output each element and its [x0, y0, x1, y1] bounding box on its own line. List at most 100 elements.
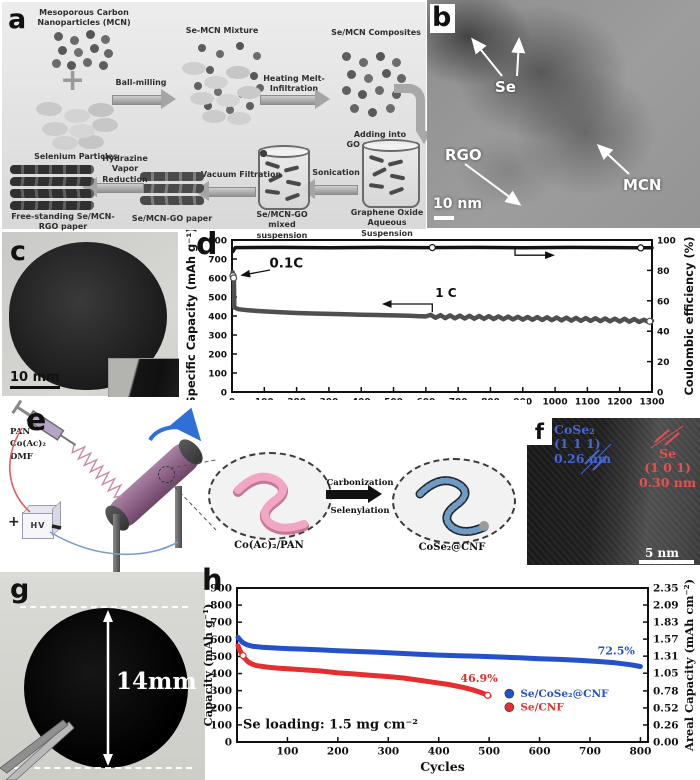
high-voltage-box: HV [22, 512, 54, 539]
drum-rotation-arrow [148, 407, 202, 442]
svg-text:500: 500 [208, 294, 227, 304]
paper-layer [139, 196, 205, 205]
panel-d-letter: d [196, 227, 218, 262]
panel-h-letter: h [202, 563, 223, 597]
composites-label: Se/MCN Composites [331, 28, 421, 37]
svg-text:1000: 1000 [543, 398, 568, 408]
ball-milling-arrow [112, 89, 176, 109]
svg-text:1100: 1100 [575, 398, 600, 408]
selenylation-label: Selenylation [330, 506, 390, 516]
scalebar-label: 10 mm [10, 370, 60, 389]
svg-text:2.09: 2.09 [653, 600, 679, 612]
tem-annotation-arrows [464, 37, 630, 206]
mixed-suspension-label: Se/MCN-GO mixed suspension [256, 210, 308, 240]
svg-text:500: 500 [210, 651, 232, 663]
top-dashed-line [20, 606, 188, 608]
panel-b-tem-image: Se RGO MCN 10 nm [427, 0, 700, 228]
se-fringe-mark [654, 429, 670, 443]
svg-text:400: 400 [428, 746, 450, 758]
se-arrow-1 [471, 37, 503, 77]
svg-text:1.05: 1.05 [653, 668, 679, 680]
mcn-label: Mesoporous Carbon Nanoparticles (MCN) [37, 8, 131, 28]
svg-text:100: 100 [210, 719, 232, 731]
svg-text:72.5%: 72.5% [598, 644, 636, 657]
panel-c-letter: c [10, 236, 27, 267]
svg-text:1300: 1300 [639, 398, 664, 408]
mixture-se-cluster [182, 62, 206, 75]
selenium-particle-cluster [36, 102, 62, 116]
panel-f-hrtem-image: f CoSe₂ (1 1 1) 0.26 nm Se (1 0 1) 0.30 … [527, 418, 700, 565]
go-sheet [284, 192, 301, 202]
panel-a-synthesis-scheme: Mesoporous Carbon Nanoparticles (MCN) + … [2, 2, 432, 240]
go-sheet [264, 160, 281, 170]
svg-text:0: 0 [225, 737, 232, 749]
tweezer-arm [0, 719, 69, 774]
vacuum-filtration-label: Vacuum Filtration [200, 170, 282, 179]
plus-sign: + [60, 63, 86, 98]
cose2-fiber-label: CoSe₂@CNF [418, 542, 486, 553]
cose2-fiber-inset [392, 458, 516, 544]
cose2-fringe-mark [584, 449, 600, 465]
se-arrow-2 [511, 37, 526, 77]
go-sheet [368, 154, 385, 164]
diameter-arrow-bottom [103, 754, 113, 766]
go-suspension-beaker [362, 139, 420, 208]
svg-text:1.31: 1.31 [653, 651, 679, 663]
panel-e-letter: e [26, 403, 47, 438]
svg-text:100: 100 [657, 237, 676, 247]
svg-text:60: 60 [657, 297, 670, 307]
svg-text:0: 0 [657, 389, 663, 399]
svg-text:Se loading: 1.5 mg cm⁻²: Se loading: 1.5 mg cm⁻² [243, 718, 418, 733]
scalebar [434, 216, 454, 220]
syringe-plunger-end [11, 400, 23, 414]
se-lattice-annotation: Se (1 0 1) 0.30 nm [639, 446, 697, 490]
selenium-label: Selenium Particles [34, 152, 118, 161]
panel-g-letter: g [10, 574, 30, 605]
svg-text:Areal Capacity (mAh cm⁻²): Areal Capacity (mAh cm⁻²) [682, 579, 696, 752]
svg-text:1.57: 1.57 [653, 634, 679, 646]
svg-text:0.52: 0.52 [653, 702, 679, 714]
svg-text:0.26: 0.26 [653, 719, 679, 731]
svg-text:100: 100 [208, 370, 227, 380]
hydrazine-label: Hydrazine Vapor Reduction [102, 154, 148, 184]
paper-layer [10, 165, 94, 174]
mcn-annotation: MCN [623, 176, 662, 194]
svg-text:600: 600 [208, 275, 227, 285]
vacuum-filtration-arrow [194, 181, 256, 201]
mixed-suspension-beaker [258, 145, 310, 210]
svg-text:200: 200 [208, 351, 227, 361]
composites-cluster [342, 52, 351, 61]
paper-layer [140, 172, 204, 181]
panel-c-paper-photo: 10 mm [2, 232, 179, 397]
svg-text:400: 400 [208, 313, 227, 323]
drum-stand-left [113, 514, 120, 572]
svg-text:400: 400 [210, 668, 232, 680]
svg-text:800: 800 [210, 600, 232, 612]
bottom-dashed-line [14, 767, 192, 769]
svg-text:80: 80 [657, 267, 670, 277]
process-arrow [326, 485, 382, 503]
svg-text:1200: 1200 [607, 398, 632, 408]
svg-text:200: 200 [327, 746, 349, 758]
svg-text:0.1C: 0.1C [269, 256, 303, 272]
syringe-needle [59, 434, 77, 446]
diameter-arrow-and-tweezers [0, 610, 113, 780]
svg-text:700: 700 [210, 617, 232, 629]
svg-text:600: 600 [210, 634, 232, 646]
cose2-fringe-mark [592, 455, 608, 471]
scalebar-label: 10 nm [433, 196, 482, 212]
heating-arrow [260, 89, 330, 109]
svg-text:1 C: 1 C [435, 286, 457, 300]
svg-text:46.9%: 46.9% [460, 672, 498, 685]
bent-paper-inset [108, 358, 179, 397]
mixture-mcn-cluster [198, 44, 206, 52]
adding-elbow-arrow [394, 84, 432, 144]
svg-text:20: 20 [657, 358, 670, 368]
svg-text:1.83: 1.83 [653, 617, 679, 629]
paper-layer [9, 201, 95, 210]
cose2-lattice-annotation: CoSe₂ (1 1 1) 0.26 nm [554, 422, 612, 466]
svg-text:600: 600 [529, 746, 551, 758]
go-sheet [285, 179, 302, 187]
hydrazine-arrow [82, 177, 144, 197]
